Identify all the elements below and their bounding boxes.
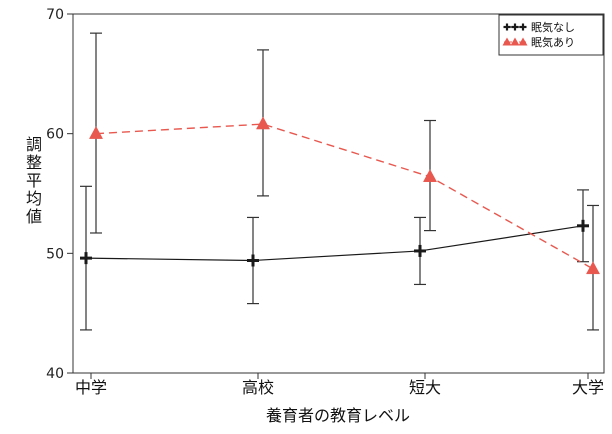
legend-entry: 眠気あり [502, 35, 575, 49]
legend-triangle [518, 37, 528, 46]
y-tick-label: 70 [46, 7, 64, 23]
y-tick-label: 40 [46, 366, 64, 382]
data-point-plus [80, 252, 92, 265]
y-axis-title: 調整平均値 [26, 135, 42, 226]
data-point-triangle [88, 125, 104, 139]
data-point-plus [247, 254, 259, 267]
y-tick-label: 50 [46, 246, 64, 262]
data-point-plus [577, 219, 589, 232]
legend-box [498, 14, 604, 56]
legend-label: 眠気あり [531, 35, 575, 49]
data-point-triangle [422, 169, 438, 182]
data-point-triangle [255, 116, 271, 130]
x-tick-label: 中学 [75, 378, 107, 397]
x-axis-title: 養育者の教育レベル [266, 406, 410, 425]
data-point-plus [414, 244, 426, 257]
legend-triangle [510, 37, 520, 46]
x-tick-label: 大学 [572, 378, 604, 397]
x-tick-label: 短大 [409, 378, 441, 397]
y-tick-label: 60 [46, 127, 64, 143]
data-point-triangle [585, 261, 601, 275]
legend-entry: 眠気なし [503, 20, 575, 34]
plot-frame [72, 13, 605, 374]
series-line [85, 225, 584, 262]
legend-triangle [502, 37, 512, 46]
legend-label: 眠気なし [531, 20, 575, 34]
x-tick-label: 高校 [242, 378, 274, 397]
series-line [95, 123, 594, 270]
